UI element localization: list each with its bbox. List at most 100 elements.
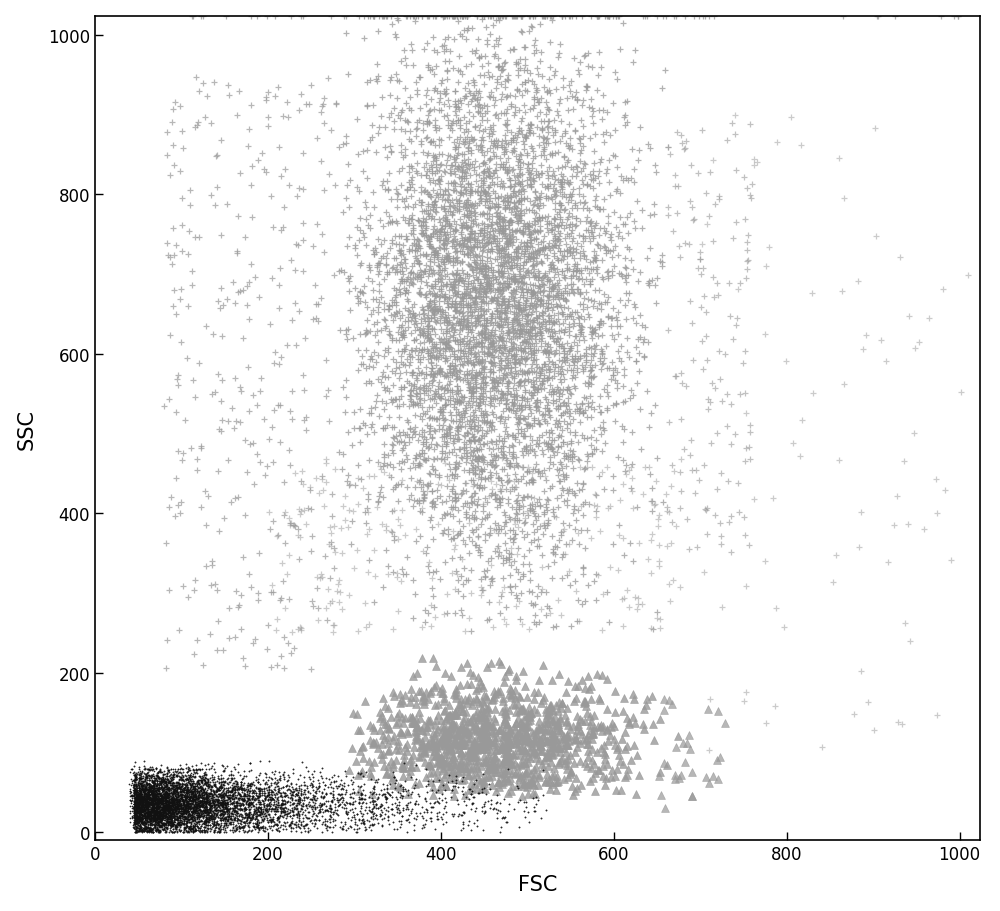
Point	[194, 789, 210, 804]
Point	[551, 196, 567, 210]
Point	[540, 372, 556, 386]
Point	[591, 469, 607, 484]
Point	[168, 813, 184, 827]
Point	[449, 422, 465, 436]
Point	[148, 793, 164, 807]
Point	[332, 585, 348, 599]
Point	[546, 261, 562, 276]
Point	[170, 445, 186, 459]
Point	[412, 353, 428, 367]
Point	[162, 814, 178, 828]
Point	[519, 240, 535, 254]
Point	[445, 235, 461, 250]
Point	[534, 443, 550, 457]
Point	[460, 326, 476, 341]
Point	[159, 782, 175, 796]
Point	[165, 810, 181, 824]
Point	[507, 755, 523, 770]
Point	[256, 781, 272, 795]
Point	[194, 786, 210, 801]
Point	[473, 292, 489, 307]
Point	[555, 741, 571, 755]
Point	[310, 613, 326, 628]
Point	[484, 723, 500, 738]
Point	[493, 175, 509, 189]
Point	[460, 232, 476, 247]
Point	[516, 429, 532, 444]
Point	[251, 822, 267, 836]
Point	[591, 283, 607, 298]
Point	[209, 180, 225, 195]
Point	[231, 782, 247, 796]
Point	[550, 267, 566, 281]
Point	[515, 701, 531, 715]
Point	[413, 195, 429, 210]
Point	[376, 810, 392, 824]
Point	[518, 239, 534, 253]
Point	[486, 292, 502, 306]
Point	[319, 803, 335, 817]
Point	[152, 810, 168, 824]
Point	[220, 812, 236, 826]
Point	[403, 472, 419, 486]
Point	[139, 789, 155, 804]
Point	[454, 390, 470, 404]
Point	[275, 767, 291, 782]
Point	[163, 770, 179, 784]
Point	[356, 816, 372, 831]
Point	[738, 406, 754, 421]
Point	[467, 92, 483, 107]
Point	[479, 246, 495, 261]
Point	[500, 315, 516, 330]
Point	[360, 565, 376, 579]
Point	[202, 811, 218, 825]
Point	[282, 798, 298, 813]
Point	[192, 763, 208, 777]
Point	[181, 822, 197, 836]
Point	[218, 10, 234, 25]
Point	[461, 767, 477, 782]
Point	[491, 299, 507, 313]
Point	[518, 476, 534, 490]
Point	[435, 686, 451, 701]
Point	[559, 568, 575, 583]
Point	[616, 363, 632, 377]
Point	[545, 261, 561, 276]
Point	[132, 818, 148, 833]
Point	[416, 430, 432, 445]
Point	[592, 405, 608, 420]
Point	[536, 230, 552, 244]
Point	[128, 770, 144, 784]
Point	[218, 801, 234, 815]
Point	[593, 405, 609, 420]
Point	[137, 787, 153, 802]
Point	[465, 404, 481, 419]
Point	[426, 83, 442, 97]
Point	[438, 83, 454, 97]
Point	[206, 823, 222, 837]
Point	[489, 170, 505, 185]
Point	[647, 279, 663, 293]
Point	[220, 814, 236, 828]
Point	[411, 476, 427, 490]
Point	[150, 793, 166, 807]
Point	[455, 301, 471, 315]
Point	[210, 793, 226, 808]
Point	[422, 467, 438, 482]
Point	[605, 363, 621, 378]
Point	[520, 731, 536, 745]
Point	[418, 288, 434, 302]
Point	[477, 754, 493, 769]
Point	[489, 217, 505, 231]
Point	[256, 782, 272, 796]
Point	[126, 817, 142, 832]
Point	[134, 808, 150, 823]
Point	[468, 318, 484, 333]
Point	[142, 798, 158, 813]
Point	[381, 328, 397, 343]
Point	[137, 797, 153, 812]
Point	[175, 762, 191, 776]
Point	[482, 224, 498, 239]
Point	[533, 364, 549, 379]
Point	[479, 713, 495, 728]
